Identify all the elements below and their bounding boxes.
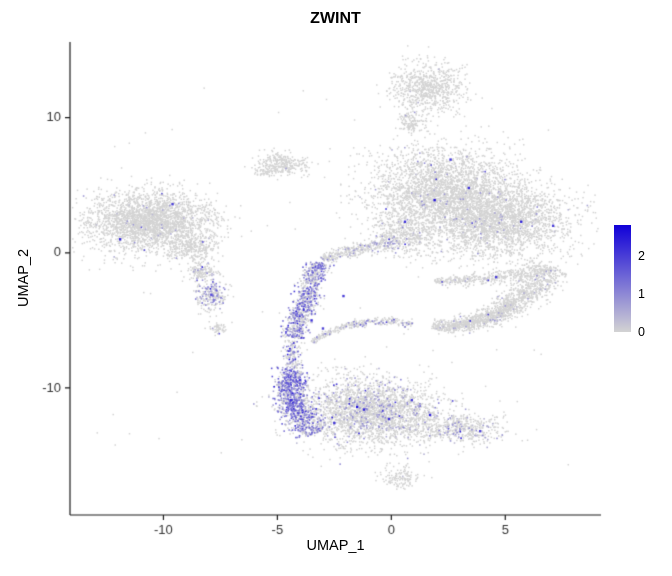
legend-gradient-bar bbox=[614, 225, 631, 332]
color-legend: 0 1 2 bbox=[614, 225, 664, 339]
x-axis-label: UMAP_1 bbox=[306, 538, 365, 554]
legend-tick-label: 1 bbox=[638, 286, 645, 301]
plot-title: ZWINT bbox=[310, 10, 361, 27]
y-axis-label: UMAP_2 bbox=[16, 248, 32, 308]
legend-tick-label: 2 bbox=[638, 248, 645, 263]
legend-tick-label: 0 bbox=[638, 325, 645, 339]
